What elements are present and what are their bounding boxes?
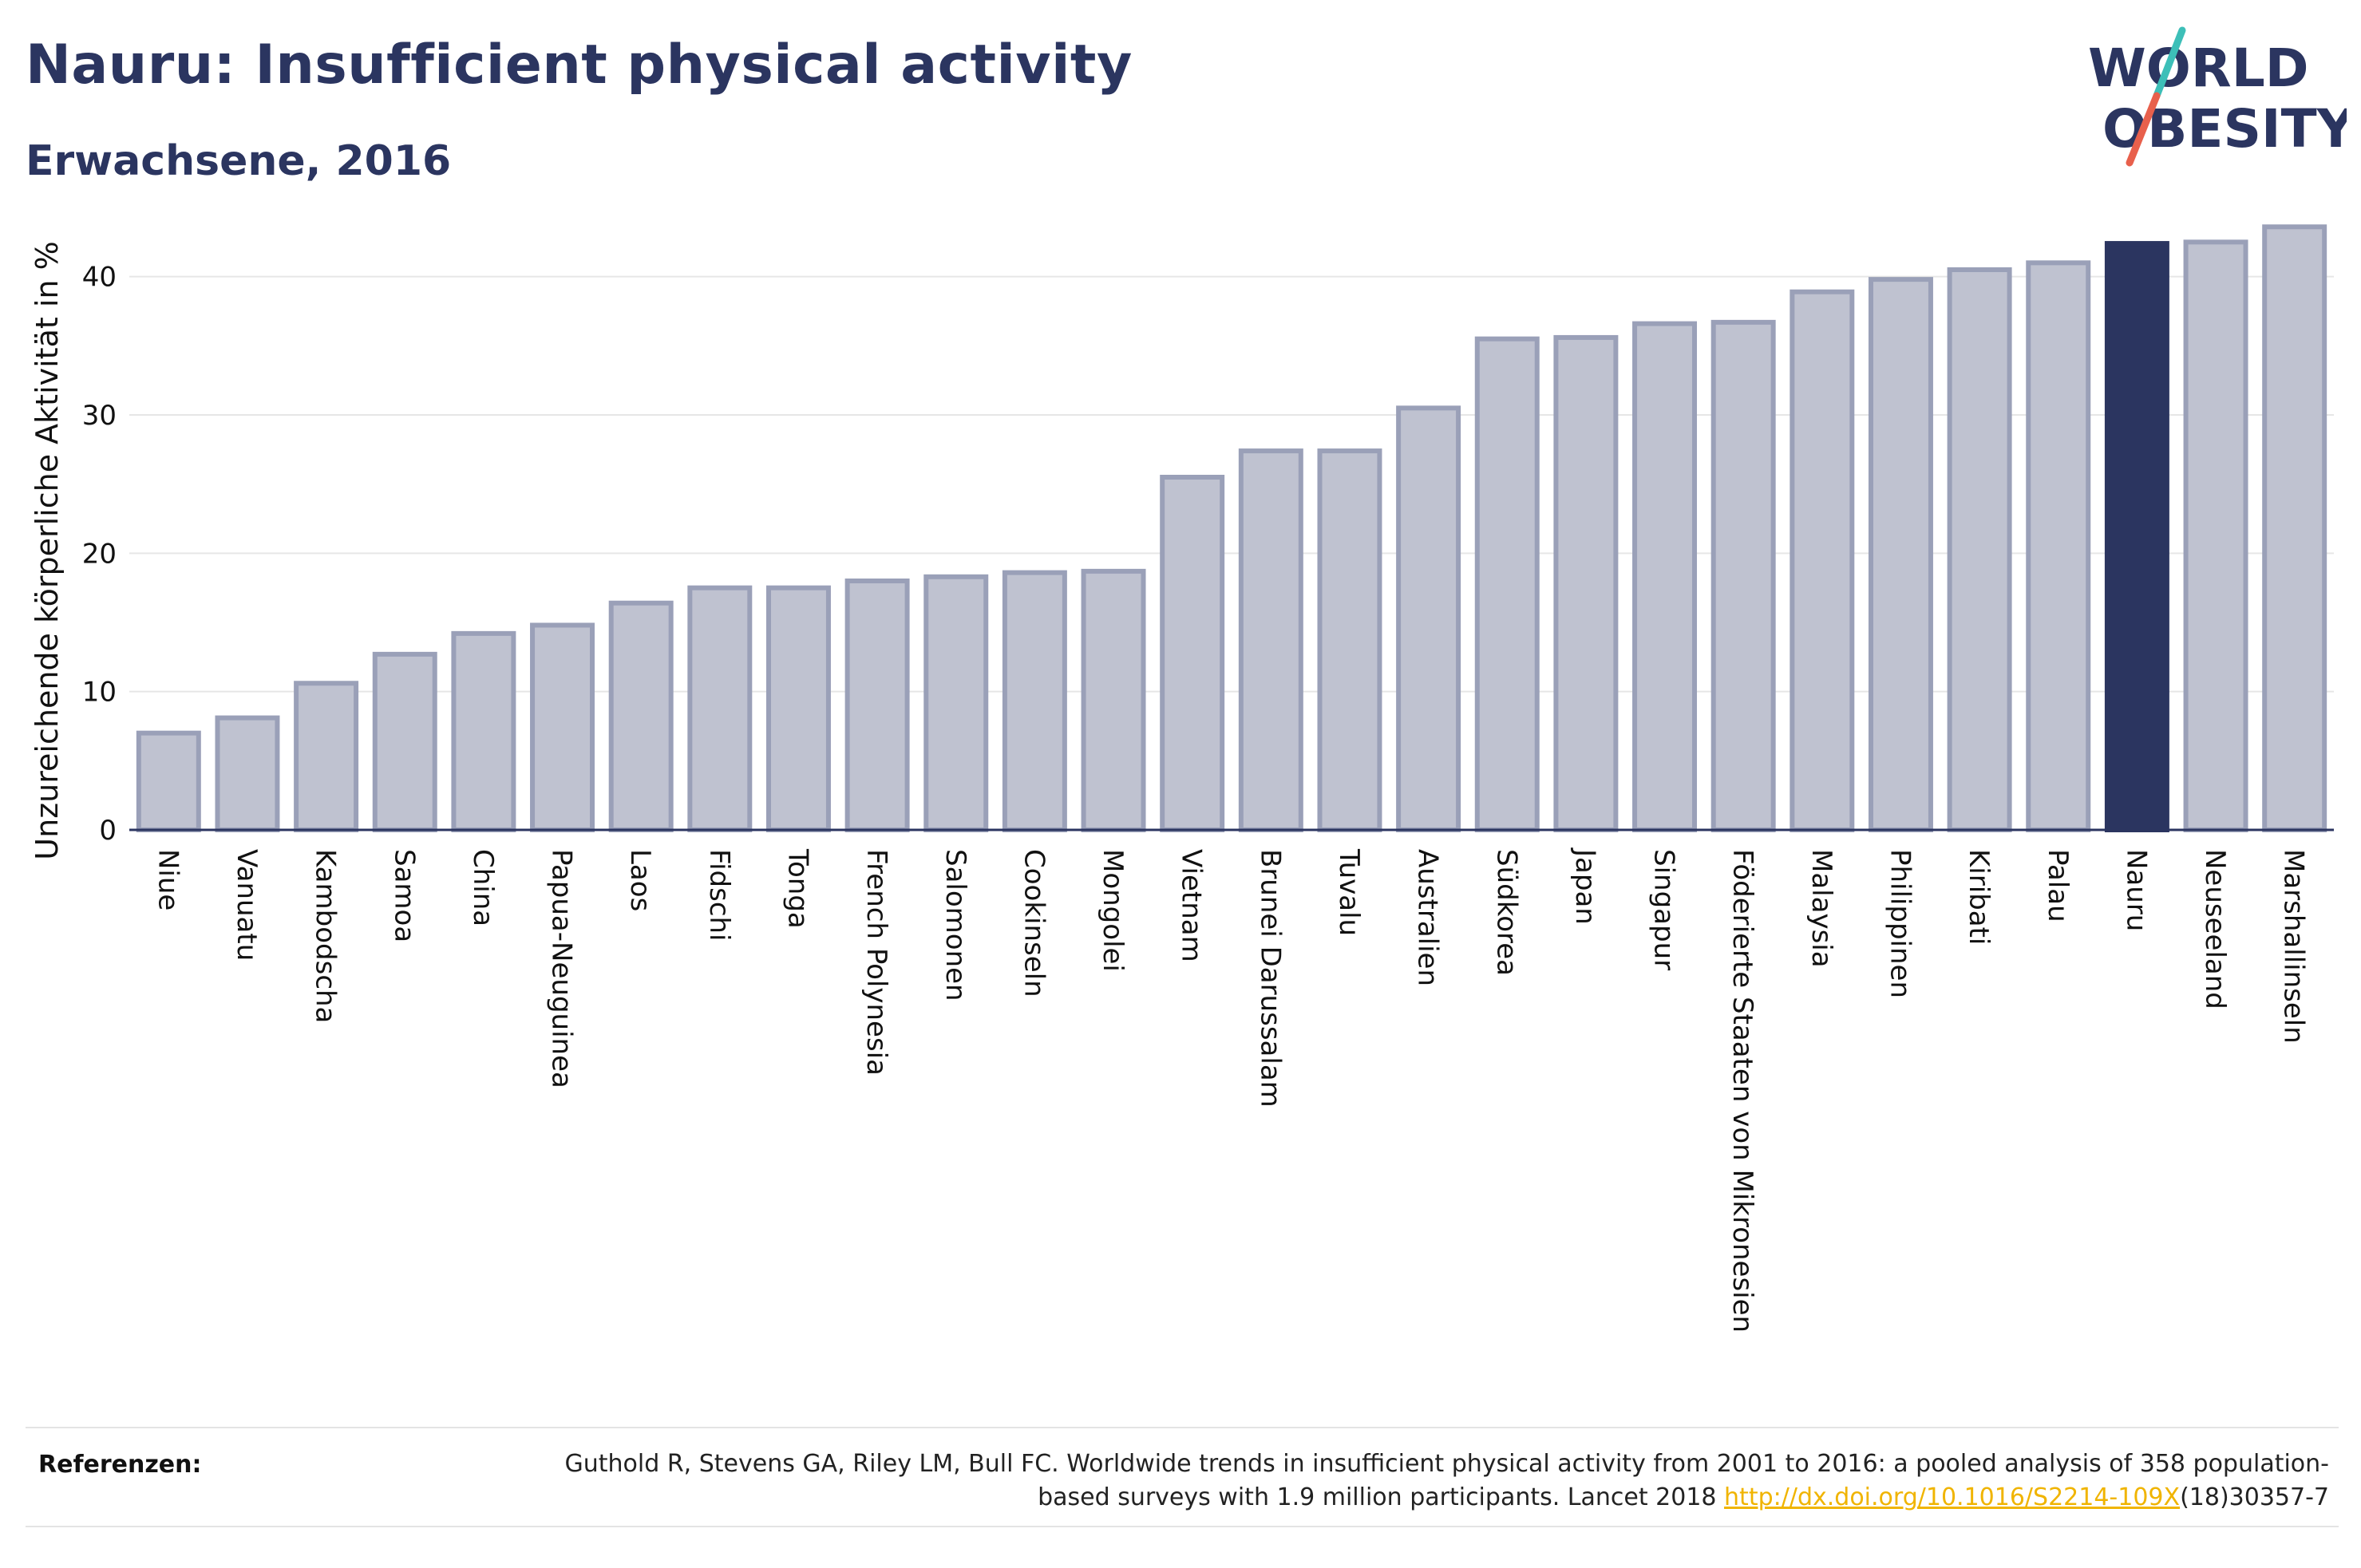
references-citation: Guthold R, Stevens GA, Riley LM, Bull FC… xyxy=(564,1450,2329,1511)
x-tick-label: Kiribati xyxy=(1963,849,1995,945)
x-tick-label: Palau xyxy=(2042,849,2074,922)
y-axis-title: Unzureichende körperliche Aktivität in % xyxy=(30,241,65,859)
x-tick-label: Brunei Darussalam xyxy=(1254,849,1286,1108)
x-tick-label: French Polynesia xyxy=(860,849,892,1076)
x-tick-label: Südkorea xyxy=(1490,849,1522,976)
x-tick-label: Nauru xyxy=(2120,849,2152,931)
x-tick-label: Laos xyxy=(624,849,656,911)
references-citation-suffix: (18)30357-7 xyxy=(2180,1483,2329,1511)
bar xyxy=(608,600,674,832)
x-tick-label: Föderierte Staaten von Mikronesien xyxy=(1726,849,1758,1333)
bar xyxy=(1553,334,1619,832)
bar xyxy=(1868,277,1933,832)
world-obesity-logo: WORLD OBESITY xyxy=(2088,26,2347,167)
bar xyxy=(530,622,595,832)
bar xyxy=(451,630,516,832)
bar xyxy=(1160,475,1225,832)
y-tick-label: 20 xyxy=(82,538,117,570)
x-tick-label: Australien xyxy=(1412,849,1444,986)
x-tick-label: Papua-Neuguinea xyxy=(546,849,578,1088)
logo-line1: WORLD xyxy=(2088,38,2309,99)
x-tick-label: Vietnam xyxy=(1176,849,1208,962)
x-tick-label: Japan xyxy=(1569,847,1601,925)
x-tick-label: Philippinen xyxy=(1884,849,1916,998)
references-text: Guthold R, Stevens GA, Riley LM, Bull FC… xyxy=(493,1448,2329,1515)
bar xyxy=(1081,568,1146,832)
x-tick-label: Malaysia xyxy=(1805,849,1837,968)
x-tick-label: Vanuatu xyxy=(231,849,263,961)
bar xyxy=(1710,319,1776,833)
bar xyxy=(215,715,280,832)
x-tick-label: Fidschi xyxy=(703,849,735,942)
bar-highlight xyxy=(2104,241,2169,833)
bar xyxy=(1002,570,1067,832)
x-tick-label: China xyxy=(467,849,499,926)
x-tick-label: Neuseeland xyxy=(2199,849,2231,1009)
bar xyxy=(2026,260,2091,833)
x-tick-label: Singapur xyxy=(1648,849,1680,970)
bar xyxy=(2183,239,2248,833)
bar xyxy=(294,681,359,832)
bar xyxy=(372,651,437,832)
references-doi-link[interactable]: http://dx.doi.org/10.1016/S2214-109X xyxy=(1724,1483,2181,1511)
bar xyxy=(136,730,201,833)
bar xyxy=(765,585,831,833)
y-tick-label: 10 xyxy=(82,677,117,709)
x-tick-label: Marshallinseln xyxy=(2278,849,2310,1044)
x-tick-label: Tuvalu xyxy=(1333,848,1365,936)
references-label: Referenzen: xyxy=(38,1451,202,1479)
logo-slash-bottom xyxy=(2126,92,2161,167)
y-tick-label: 30 xyxy=(82,400,117,432)
logo-slash-top xyxy=(2153,26,2186,100)
x-tick-label: Kambodscha xyxy=(310,849,342,1023)
bar xyxy=(1632,321,1698,833)
bar xyxy=(1396,405,1461,833)
x-tick-label: Tonga xyxy=(781,848,813,929)
bar xyxy=(1238,448,1303,832)
x-tick-label: Niue xyxy=(152,849,184,910)
bar xyxy=(687,585,753,833)
x-tick-label: Samoa xyxy=(388,849,420,942)
bar xyxy=(1474,336,1540,832)
references-top-divider xyxy=(26,1427,2339,1428)
bar xyxy=(844,579,910,832)
references-bottom-divider xyxy=(26,1526,2339,1527)
bar xyxy=(2262,224,2327,832)
y-tick-label: 0 xyxy=(99,815,117,847)
chart-subtitle: Erwachsene, 2016 xyxy=(26,137,452,185)
bar xyxy=(1947,267,2012,832)
x-tick-label: Cookinseln xyxy=(1018,849,1050,997)
bar xyxy=(923,574,989,832)
chart-title: Nauru: Insufficient physical activity xyxy=(26,34,1133,97)
x-tick-label: Mongolei xyxy=(1097,849,1129,972)
bar xyxy=(1317,448,1382,832)
y-tick-label: 40 xyxy=(82,262,117,294)
bar-chart: 0 10 20 30 40 Niue Vanuatu Kambodscha Samoa China… xyxy=(30,224,2334,1333)
x-tick-label: Salomonen xyxy=(939,849,971,1001)
bar xyxy=(1790,289,1855,832)
